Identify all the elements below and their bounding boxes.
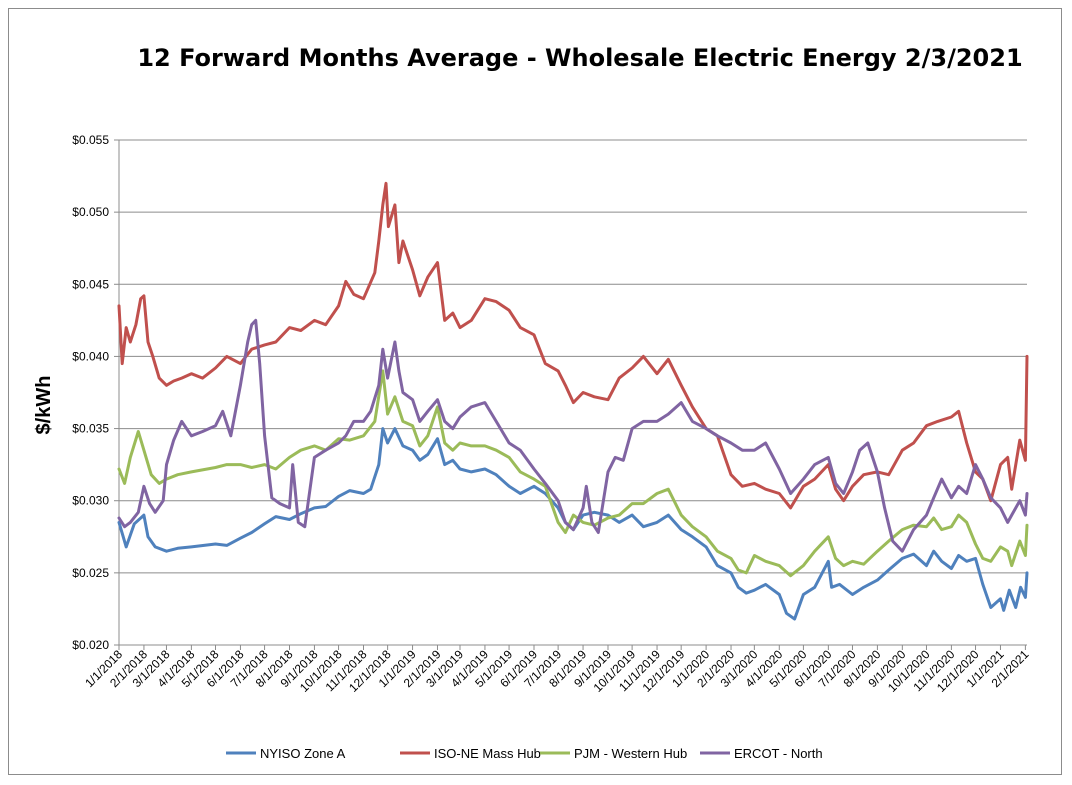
legend-label: ERCOT - North	[734, 746, 823, 761]
chart-title: 12 Forward Months Average - Wholesale El…	[137, 44, 1023, 72]
legend-label: PJM - Western Hub	[574, 746, 687, 761]
y-tick-label: $0.025	[72, 566, 109, 580]
series-line-ercot-north	[117, 318, 1029, 553]
y-tick-label: $0.040	[72, 349, 109, 363]
legend-label: NYISO Zone A	[260, 746, 346, 761]
legend: NYISO Zone A ISO-NE Mass Hub PJM - Western…	[226, 746, 823, 761]
series-line-iso-ne-mass-hub	[117, 181, 1029, 510]
axes	[118, 140, 1027, 646]
y-tick-label: $0.035	[72, 422, 109, 436]
grid-lines	[119, 139, 1027, 646]
y-tick-label: $0.030	[72, 494, 109, 508]
y-axis-label: $/kWh	[33, 376, 55, 435]
y-tick-label: $0.045	[72, 277, 109, 291]
y-axis-ticks: $0.020 $0.025 $0.030 $0.035 $0.040 $0.045 $0.0…	[72, 133, 119, 652]
y-tick-label: $0.020	[72, 638, 109, 652]
x-axis-ticks: 1/1/20182/1/20183/1/20184/1/20185/1/2018…	[82, 645, 1032, 695]
series-line-nyiso-zone-a	[117, 427, 1029, 621]
y-tick-label: $0.050	[72, 205, 109, 219]
chart-frame	[8, 8, 1062, 775]
y-tick-label: $0.055	[72, 133, 109, 147]
series-group	[117, 181, 1029, 621]
legend-label: ISO-NE Mass Hub	[434, 746, 541, 761]
